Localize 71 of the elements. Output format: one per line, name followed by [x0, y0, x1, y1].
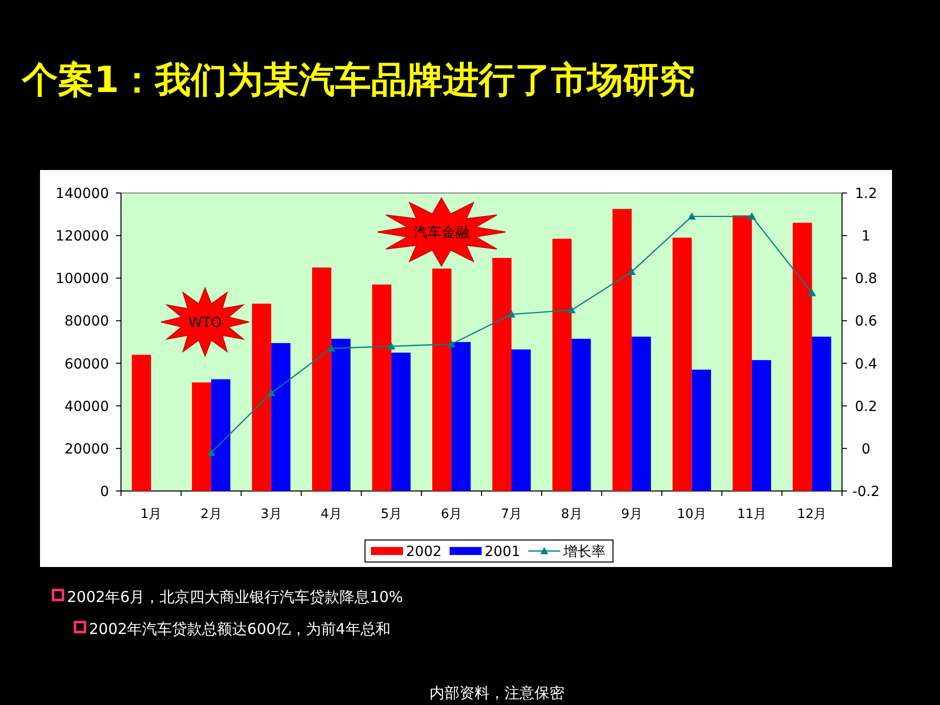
legend-label: 2002: [406, 544, 442, 560]
y-tick-label: 120000: [56, 228, 109, 245]
y2-tick-label: 0.4: [854, 356, 878, 372]
bar: [391, 352, 411, 491]
annotation: 汽车金融: [413, 225, 470, 241]
bar: [752, 360, 772, 491]
y2-tick-label: 0.2: [854, 398, 878, 415]
bar: [211, 379, 230, 491]
bar: [372, 284, 392, 491]
point: [207, 448, 216, 456]
y-tick-label: 20000: [64, 441, 109, 458]
text: 内部资料，注意保密: [430, 684, 564, 702]
bar: [312, 268, 332, 491]
y2-tick-label: 1: [862, 228, 870, 245]
y2-tick-label: 0.6: [854, 314, 878, 330]
y-tick-label: 80000: [64, 314, 109, 330]
x-tick-label: 6月: [440, 507, 462, 522]
bar: [331, 338, 351, 491]
bar: [612, 208, 632, 491]
bar: [572, 338, 591, 491]
point: [508, 310, 516, 318]
bar: [732, 215, 752, 491]
y-tick-label: 40000: [64, 398, 109, 415]
x-tick-label: 8月: [560, 507, 582, 522]
x-tick-label: 9月: [621, 507, 642, 522]
text: 2002年6月，北京四大商业银行汽车贷款降息10%: [67, 588, 404, 606]
y2-tick-label: 0: [862, 441, 870, 458]
x-tick-label: 7月: [500, 507, 522, 522]
bar: [792, 222, 812, 491]
point: [568, 306, 576, 314]
point: [688, 212, 696, 220]
bar: [552, 238, 572, 491]
y-tick-label: 100000: [56, 271, 109, 288]
y2-tick-label: 1.2: [854, 186, 878, 202]
x-tick-label: 1月: [140, 507, 162, 522]
bar: [812, 336, 832, 491]
point: [808, 289, 816, 296]
legend-label: 增长率: [562, 544, 606, 560]
y-tick-label: 60000: [64, 356, 109, 372]
bar: [632, 336, 651, 491]
x-tick-label: 5月: [380, 507, 402, 522]
bar: [672, 238, 692, 491]
bar: [451, 342, 471, 491]
bar: [692, 370, 712, 491]
x-tick-label: 3月: [260, 507, 282, 522]
point: [447, 340, 456, 348]
x-tick-label: 12月: [797, 507, 827, 522]
bar: [132, 354, 152, 491]
point: [327, 344, 336, 352]
x-tick-label: 10月: [677, 507, 707, 522]
point: [628, 268, 636, 275]
y-tick-label: 0: [100, 484, 109, 500]
y2-tick-label: 0.8: [854, 271, 878, 288]
point: [387, 342, 396, 350]
annotation: WTO: [188, 315, 222, 331]
x-tick-label: 11月: [737, 507, 767, 522]
legend-label: 2001: [484, 544, 520, 560]
text: 2002年汽车贷款总额达600亿，为前4年总和: [89, 620, 390, 638]
bar: [271, 343, 290, 491]
x-tick-label: 4月: [320, 507, 342, 522]
bar: [492, 258, 512, 491]
bar: [512, 349, 531, 491]
y-tick-label: 140000: [56, 186, 109, 202]
x-tick-label: 2月: [200, 507, 222, 522]
bar: [432, 268, 452, 491]
chart-title: 个案1：我们为某汽车品牌进行了市场研究: [21, 60, 696, 101]
point: [267, 389, 276, 396]
point: [748, 212, 756, 220]
bar: [192, 382, 212, 491]
bar: [252, 304, 272, 491]
y2-tick-label: -0.2: [852, 484, 880, 500]
